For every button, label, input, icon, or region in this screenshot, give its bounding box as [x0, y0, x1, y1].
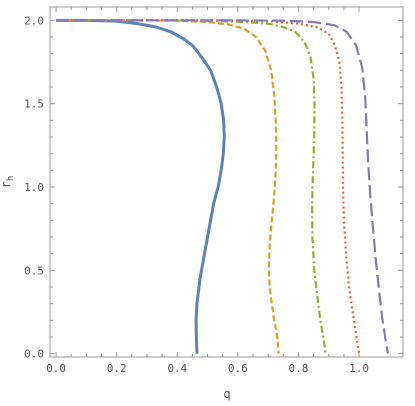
x-tick-label: 0.0 — [46, 362, 66, 375]
y-axis-label-main: r — [0, 181, 13, 188]
x-tick-label: 0.4 — [167, 362, 187, 375]
y-axis-label: rh — [0, 176, 16, 189]
tick-labels: 0.0 0.2 0.4 0.6 0.8 1.0 0.0 0.5 1.0 1.5 2.0 — [24, 14, 369, 375]
x-tick-label: 0.2 — [107, 362, 127, 375]
x-tick-label: 1.0 — [349, 362, 369, 375]
series-1-line — [56, 18, 226, 354]
y-tick-label: 2.0 — [24, 14, 44, 27]
series-4-line — [56, 19, 361, 354]
x-axis-label: q — [223, 387, 230, 401]
ticks — [50, 7, 403, 357]
x-tick-label: 0.6 — [228, 362, 248, 375]
y-axis-label-sub: h — [6, 176, 16, 181]
y-tick-label: 0.5 — [24, 264, 44, 277]
series-2-line — [56, 19, 280, 354]
plot-frame — [49, 6, 404, 358]
series-3-line — [56, 19, 327, 354]
y-tick-label: 1.0 — [24, 181, 44, 194]
y-tick-label: 0.0 — [24, 348, 44, 361]
series-5-line — [56, 19, 389, 354]
x-tick-label: 0.8 — [289, 362, 309, 375]
y-tick-label: 1.5 — [24, 98, 44, 111]
curves — [56, 18, 389, 354]
